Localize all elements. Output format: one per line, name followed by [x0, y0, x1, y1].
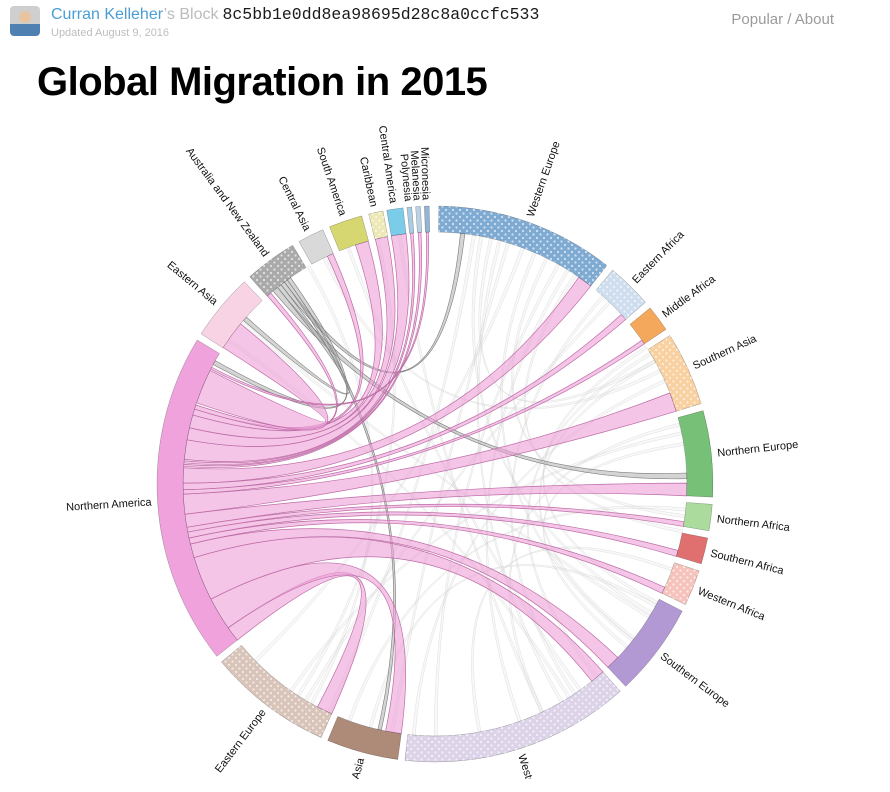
chord-label-south-eastern-asia: South-Eastern Asia: [331, 755, 368, 778]
chord-arc-south-america: [329, 215, 369, 251]
author-link[interactable]: Curran Kelleher: [51, 6, 164, 23]
chord-label-southern-asia: Southern Asia: [691, 332, 759, 372]
chord-label-eastern-africa: Eastern Africa: [630, 228, 687, 286]
migration-flow-southern-africa: [187, 511, 679, 557]
faint-flow: [306, 264, 374, 705]
faint-flow: [368, 563, 657, 728]
chord-diagram: Western Europe Eastern Africa Middle Afric…: [0, 107, 890, 778]
chord-arc-texture-eastern-europe: [221, 644, 332, 738]
chord-arc-texture-caribbean: [368, 210, 388, 239]
chord-label-central-america: Central America: [376, 124, 399, 204]
chord-label-northern-america: Northern America: [66, 496, 153, 513]
chord-label-polynesia: Polynesia: [398, 153, 414, 202]
chord-arc-texture-western-asia: [404, 671, 621, 762]
chord-arc-northern-america: [156, 339, 238, 657]
chord-arc-northern-africa: [683, 501, 713, 531]
migration-flow-northern-europe: [184, 482, 688, 528]
chord-arc-southern-europe: [607, 598, 683, 687]
popular-link[interactable]: Popular: [731, 11, 784, 28]
chord-label-middle-africa: Middle Africa: [660, 272, 718, 320]
chord-label-western-africa: Western Africa: [696, 585, 767, 623]
faint-flow: [433, 263, 561, 736]
migration-flow-southern-europe: [189, 527, 619, 668]
block-suffix: ’s Block: [163, 6, 219, 23]
faint-flow: [542, 441, 685, 649]
chord-label-western-asia: Western Asia: [515, 752, 546, 778]
chord-arc-melanesia: [415, 205, 423, 233]
faint-flow: [471, 546, 673, 733]
block-header: Curran Kelleher’s Block 8c5bb1e0dd8ea9869…: [0, 0, 890, 40]
chord-arc-texture-southern-asia: [648, 335, 702, 411]
header-text: Curran Kelleher’s Block 8c5bb1e0dd8ea9869…: [51, 5, 540, 40]
chord-label-central-asia: Central Asia: [275, 174, 313, 233]
chord-arc-texture-eastern-africa: [595, 269, 646, 319]
chord-label-northern-africa: Northern Africa: [716, 513, 791, 534]
header-nav: Popular / About: [731, 6, 834, 28]
nav-separator: /: [783, 11, 795, 28]
chord-arc-southern-africa: [676, 532, 708, 564]
chord-label-micronesia: Micronesia: [418, 146, 432, 200]
chord-label-western-europe: Western Europe: [525, 139, 563, 218]
chord-label-eastern-asia: Eastern Asia: [165, 259, 221, 308]
about-link[interactable]: About: [794, 11, 834, 28]
chord-label-southern-europe: Southern Europe: [658, 650, 732, 710]
chord-arc-central-asia: [298, 228, 334, 265]
chord-arc-micronesia: [424, 205, 430, 233]
gist-id: 8c5bb1e0dd8ea98695d28c8a0ccfc533: [222, 5, 540, 24]
chord-label-caribbean: Caribbean: [357, 155, 380, 207]
chord-label-southern-africa: Southern Africa: [709, 547, 786, 577]
chord-label-eastern-europe: Eastern Europe: [213, 707, 269, 775]
chord-arc-texture-western-europe: [438, 205, 607, 286]
chord-label-northern-europe: Northern Europe: [717, 438, 799, 459]
chord-arc-middle-africa: [629, 307, 667, 344]
chord-label-melanesia: Melanesia: [408, 150, 423, 202]
chord-arc-polynesia: [406, 206, 415, 234]
chord-arc-central-america: [386, 207, 407, 236]
migration-flow-northern-america: [212, 276, 348, 409]
chord-arc-texture-western-africa: [662, 562, 700, 605]
chord-arc-texture-australia-and-new-zealand: [249, 244, 306, 296]
chord-arc-south-eastern-asia: [327, 715, 402, 760]
chord-label-south-america: South America: [314, 145, 349, 217]
faint-flow: [542, 345, 659, 605]
avatar[interactable]: [10, 6, 40, 36]
migration-flow-polynesia: [183, 232, 416, 465]
chord-arc-eastern-asia: [200, 280, 263, 348]
chord-label-australia-and-new-zealand: Australia and New Zealand: [183, 145, 271, 259]
updated-date: Updated August 9, 2016: [51, 26, 170, 39]
migration-flow-micronesia: [210, 231, 429, 405]
chord-arc-northern-europe: [677, 409, 714, 497]
page-title: Global Migration in 2015: [37, 59, 488, 104]
